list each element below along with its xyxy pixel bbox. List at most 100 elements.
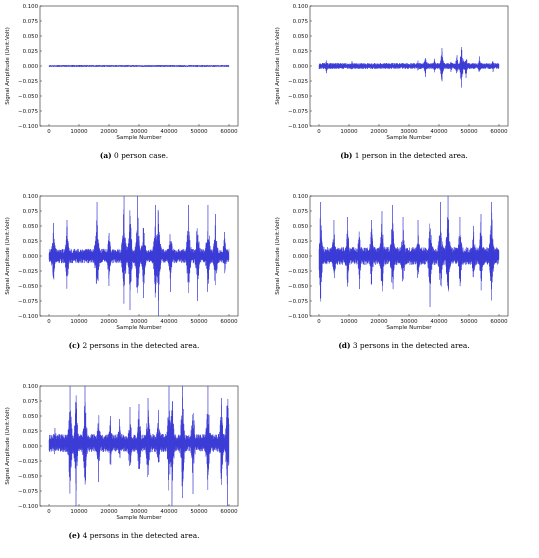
y-tick-label: 0.000	[293, 64, 309, 70]
caption-e: (e) 4 persons in the detected area.	[0, 531, 268, 540]
x-tick-label: 60000	[220, 509, 238, 515]
x-tick-label: 10000	[70, 509, 88, 515]
y-tick-label: −0.050	[18, 284, 39, 290]
y-tick-label: 0.050	[293, 34, 309, 40]
chart-c: 0.100 0.075 0.050 0.025 0.000 −0.025 −0.050 −0.…	[5, 194, 239, 331]
y-tick-label: −0.075	[18, 299, 38, 305]
x-tick-label: 50000	[190, 509, 208, 515]
y-axis-label: Signal Amplitude (Unit:Volt)	[275, 27, 281, 105]
y-tick-label: −0.050	[288, 94, 309, 100]
x-tick-label: 0	[317, 129, 321, 135]
x-tick-label: 0	[317, 319, 321, 325]
y-tick-label: 0.025	[293, 49, 308, 55]
caption-text: 1 person in the detected area.	[354, 151, 468, 160]
x-tick-label: 20000	[100, 509, 118, 515]
caption-label: (a)	[99, 151, 112, 160]
caption-c: (c) 2 persons in the detected area.	[0, 341, 268, 350]
caption-label: (d)	[338, 341, 351, 350]
y-tick-label: 0.025	[23, 49, 38, 55]
x-tick-label: 20000	[100, 129, 118, 135]
x-tick-label: 30000	[400, 319, 418, 325]
x-tick-label: 30000	[130, 319, 148, 325]
x-tick-label: 0	[47, 129, 51, 135]
chart-b: 0.100 0.075 0.050 0.025 0.000 −0.025 −0.050 −0.…	[275, 4, 509, 141]
panel-c: 0.100 0.075 0.050 0.025 0.000 −0.025 −0.050 −0.…	[0, 190, 268, 368]
x-tick-label: 40000	[430, 129, 448, 135]
y-tick-label: 0.100	[23, 4, 39, 10]
x-tick-label: 40000	[430, 319, 448, 325]
y-tick-label: 0.075	[23, 399, 38, 405]
series-line	[48, 65, 230, 67]
y-tick-label: 0.025	[23, 429, 38, 435]
y-tick-label: 0.025	[293, 239, 308, 245]
caption-text: 4 persons in the detected area.	[82, 531, 200, 540]
x-tick-label: 60000	[490, 319, 508, 325]
x-tick-label: 20000	[370, 129, 388, 135]
y-tick-label: 0.050	[23, 414, 39, 420]
y-axis-label: Signal Amplitude (Unit:Volt)	[5, 407, 11, 485]
y-tick-label: −0.100	[288, 314, 309, 320]
y-tick-label: 0.075	[23, 209, 38, 215]
x-tick-label: 10000	[70, 129, 88, 135]
x-tick-label: 0	[47, 319, 51, 325]
y-tick-label: 0.000	[23, 64, 39, 70]
x-axis-label: Sample Number	[386, 135, 432, 141]
x-tick-label: 20000	[100, 319, 118, 325]
y-tick-label: 0.075	[293, 19, 308, 25]
x-tick-label: 60000	[220, 129, 238, 135]
caption-text: 3 persons in the detected area.	[352, 341, 470, 350]
series-line	[48, 386, 230, 506]
panel-d: 0.100 0.075 0.050 0.025 0.000 −0.025 −0.050 −0.…	[270, 190, 538, 368]
series-line	[318, 47, 500, 88]
caption-b: (b) 1 person in the detected area.	[270, 151, 538, 160]
y-tick-label: −0.050	[18, 474, 39, 480]
x-tick-label: 30000	[400, 129, 418, 135]
y-tick-label: −0.050	[18, 94, 39, 100]
y-tick-label: 0.000	[23, 444, 39, 450]
x-tick-label: 50000	[460, 129, 478, 135]
caption-label: (b)	[340, 151, 353, 160]
caption-label: (c)	[68, 341, 81, 350]
caption-text: 2 persons in the detected area.	[82, 341, 200, 350]
y-tick-label: −0.100	[18, 504, 39, 510]
y-tick-label: −0.100	[18, 314, 39, 320]
y-tick-label: −0.075	[18, 489, 38, 495]
x-tick-label: 0	[47, 509, 51, 515]
y-axis-label: Signal Amplitude (Unit:Volt)	[275, 217, 281, 295]
x-tick-label: 60000	[490, 129, 508, 135]
x-axis-label: Sample Number	[386, 325, 432, 331]
x-axis-label: Sample Number	[116, 325, 162, 331]
caption-d: (d) 3 persons in the detected area.	[270, 341, 538, 350]
x-tick-label: 40000	[160, 319, 178, 325]
y-tick-label: 0.050	[23, 224, 39, 230]
y-tick-label: −0.025	[18, 79, 38, 85]
y-tick-label: 0.100	[293, 4, 309, 10]
chart-a: 0.100 0.075 0.050 0.025 0.000 −0.025 −0.050 −0.…	[5, 4, 239, 141]
y-axis-label: Signal Amplitude (Unit:Volt)	[5, 27, 11, 105]
x-axis-label: Sample Number	[116, 515, 162, 521]
x-tick-label: 10000	[340, 319, 358, 325]
x-tick-label: 30000	[130, 129, 148, 135]
x-tick-label: 50000	[460, 319, 478, 325]
y-tick-label: −0.025	[288, 79, 308, 85]
caption-text: 0 person case.	[114, 151, 169, 160]
y-tick-label: 0.050	[23, 34, 39, 40]
y-tick-label: −0.075	[288, 299, 308, 305]
x-tick-label: 50000	[190, 129, 208, 135]
y-tick-label: 0.000	[23, 254, 39, 260]
y-tick-label: 0.100	[23, 384, 39, 390]
y-tick-label: −0.025	[18, 269, 38, 275]
y-tick-label: 0.000	[293, 254, 309, 260]
x-tick-label: 60000	[220, 319, 238, 325]
y-tick-label: 0.025	[23, 239, 38, 245]
y-tick-label: 0.075	[293, 209, 308, 215]
panel-e: 0.100 0.075 0.050 0.025 0.000 −0.025 −0.050 −0.…	[0, 380, 268, 558]
chart-d: 0.100 0.075 0.050 0.025 0.000 −0.025 −0.050 −0.…	[275, 194, 509, 331]
x-tick-label: 10000	[70, 319, 88, 325]
series-line	[318, 196, 500, 308]
y-tick-label: −0.100	[288, 124, 309, 130]
y-axis-label: Signal Amplitude (Unit:Volt)	[5, 217, 11, 295]
caption-label: (e)	[68, 531, 81, 540]
series-line	[48, 196, 230, 316]
y-tick-label: −0.075	[288, 109, 308, 115]
